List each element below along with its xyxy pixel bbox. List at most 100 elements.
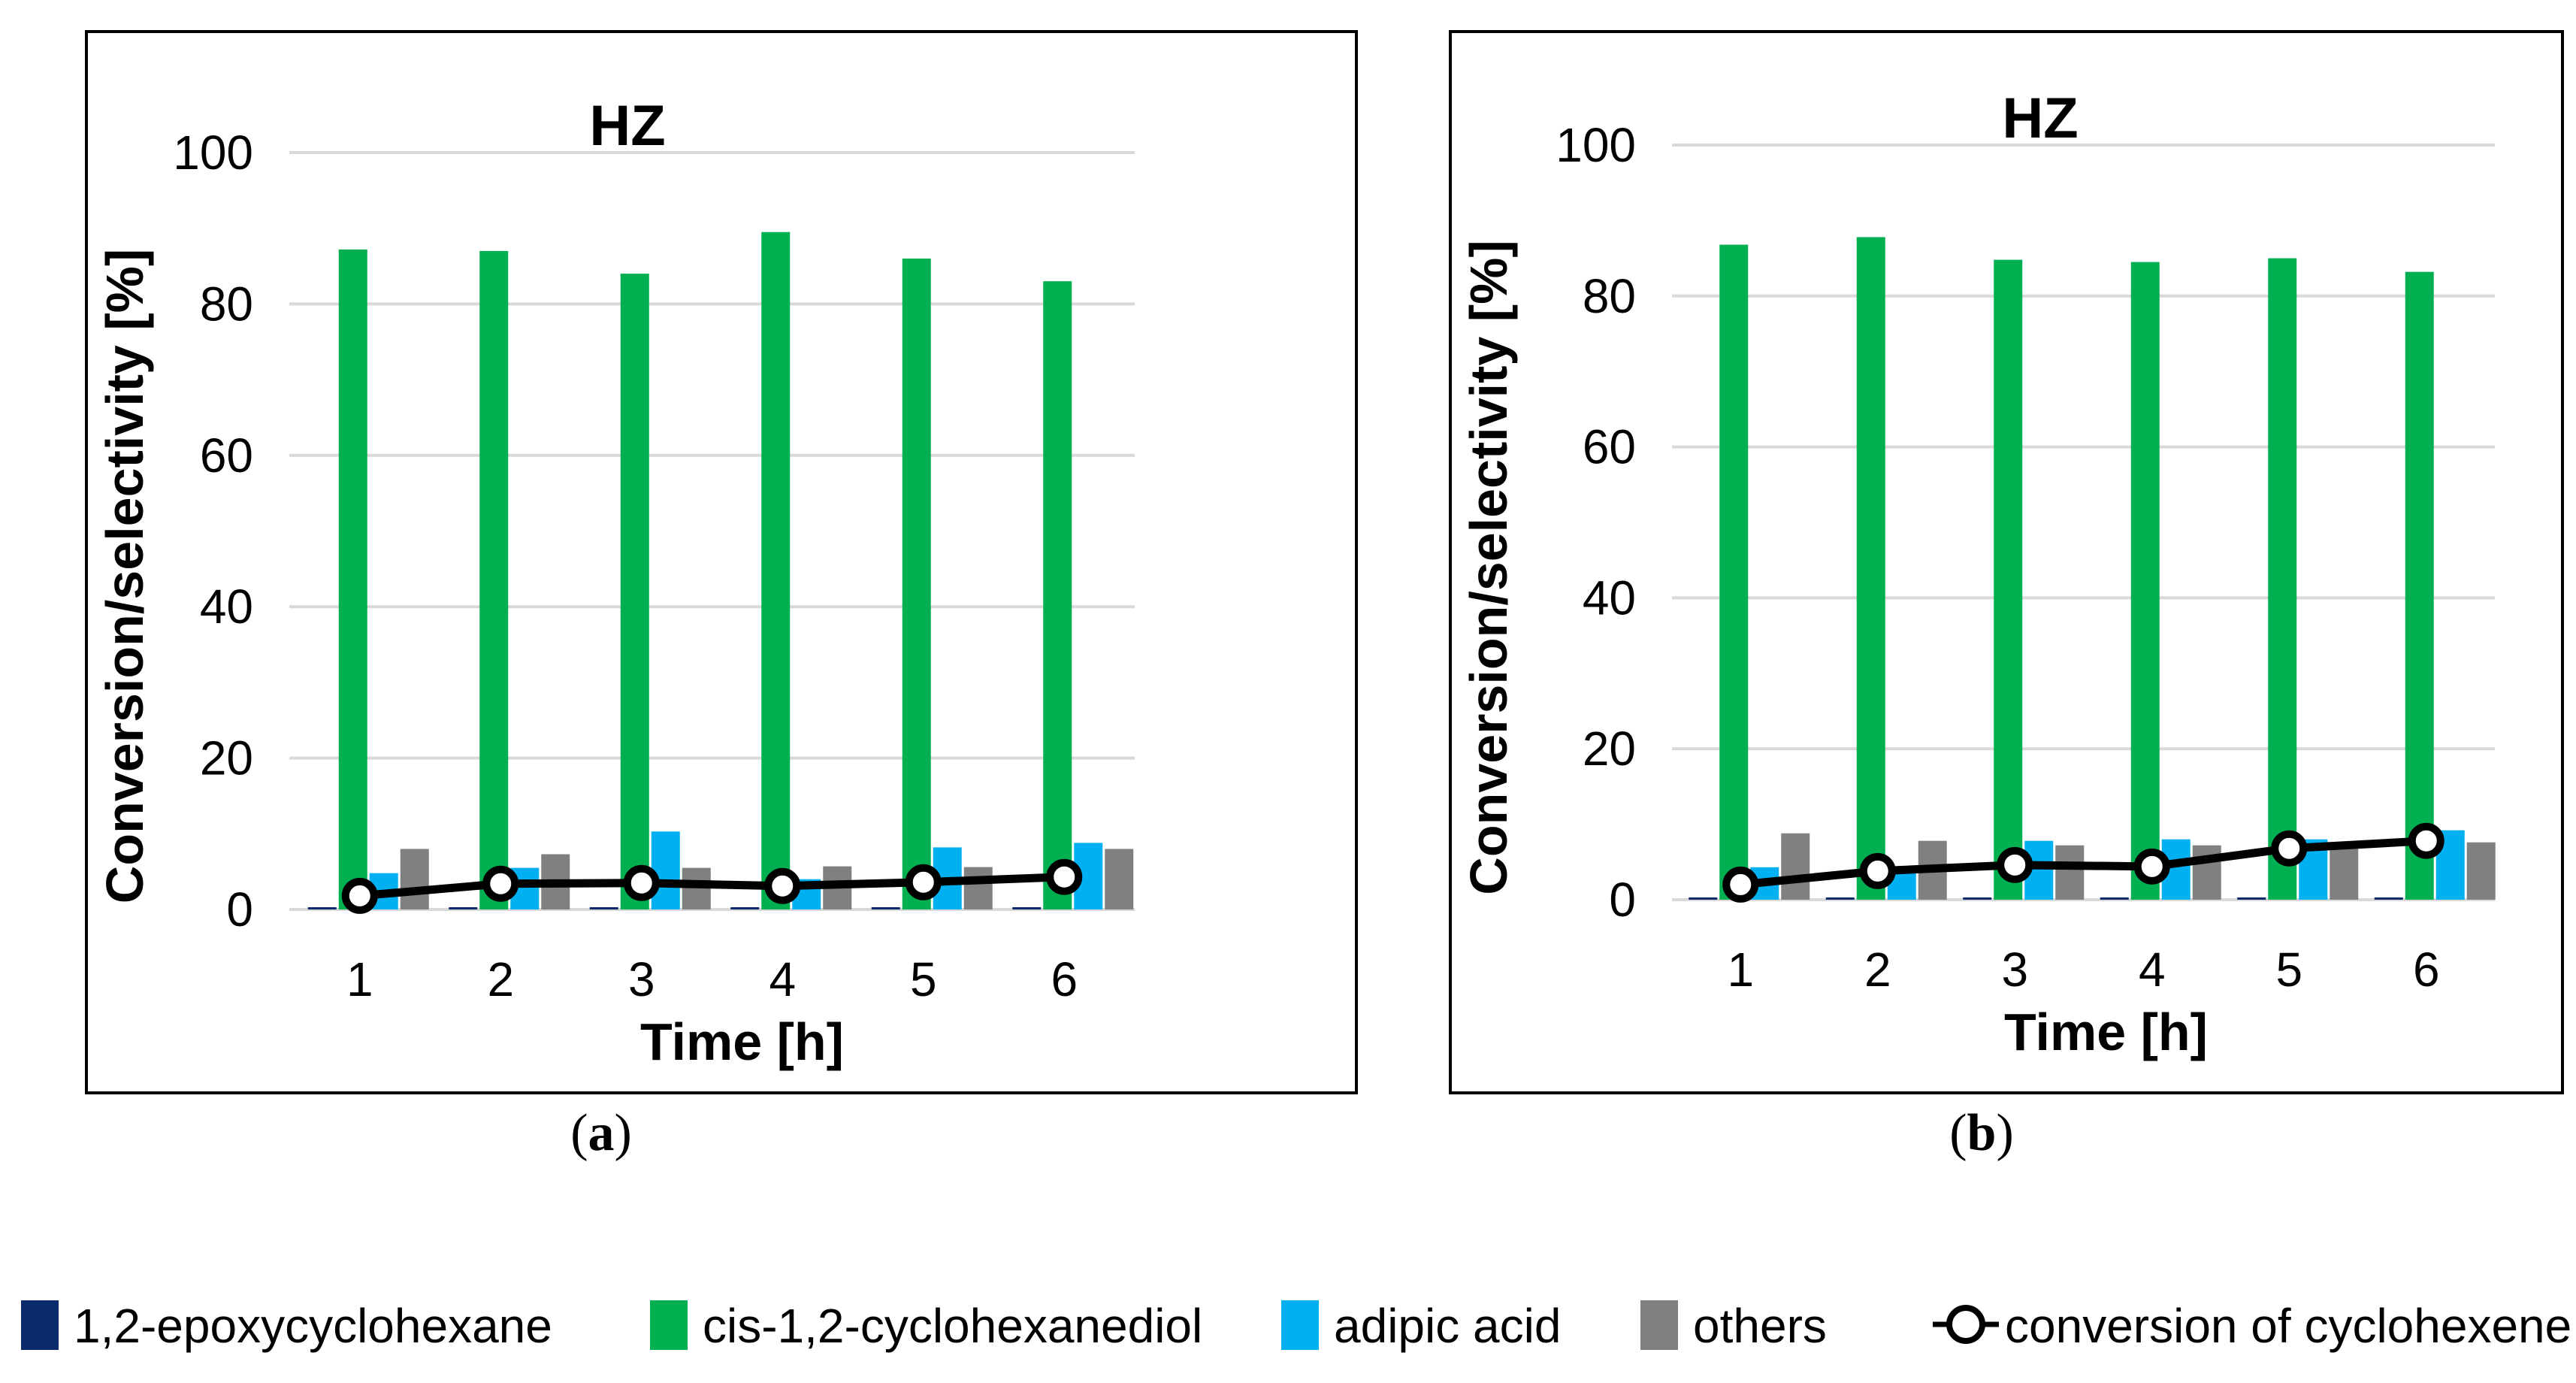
bar-others — [400, 849, 429, 909]
legend-swatch — [1281, 1300, 1319, 1350]
y-tick-label: 20 — [1583, 722, 1636, 776]
point-conversion — [1722, 866, 1759, 903]
legend-label: adipic acid — [1334, 1299, 1561, 1353]
bar-cis-1-2-cyclohexanediol — [761, 232, 791, 909]
chart-title: HZ — [2002, 86, 2078, 150]
bar-1-2-epoxycyclohexane — [449, 906, 478, 909]
chart-frame — [85, 30, 1358, 1094]
legend-label: cis-1,2-cyclohexanediol — [703, 1299, 1202, 1353]
legend-swatch — [1640, 1300, 1678, 1350]
legend-label: others — [1693, 1299, 1827, 1353]
point-conversion — [1997, 846, 2033, 883]
x-tick-label: 3 — [628, 952, 655, 1006]
point-conversion — [905, 864, 942, 900]
bar-cis-1-2-cyclohexanediol — [1043, 281, 1072, 909]
y-tick-label: 100 — [173, 126, 253, 180]
legend-circle-swatch — [1946, 1305, 1985, 1344]
bar-cis-1-2-cyclohexanediol — [1856, 237, 1885, 900]
point-conversion — [2408, 822, 2444, 859]
legend-label: 1,2-epoxycyclohexane — [74, 1299, 552, 1353]
bar-1-2-epoxycyclohexane — [307, 906, 337, 909]
bar-adipic-acid — [651, 831, 680, 909]
panel-label: (a) — [570, 1104, 632, 1162]
bar-1-2-epoxycyclohexane — [1689, 897, 1718, 900]
bar-1-2-epoxycyclohexane — [1963, 897, 1992, 900]
x-tick-label: 2 — [1864, 943, 1891, 997]
point-conversion — [482, 865, 519, 902]
bar-cis-1-2-cyclohexanediol — [902, 258, 931, 910]
bar-cis-1-2-cyclohexanediol — [620, 274, 649, 909]
bar-1-2-epoxycyclohexane — [589, 906, 618, 909]
bar-cis-1-2-cyclohexanediol — [1719, 244, 1749, 900]
x-tick-label: 2 — [487, 952, 514, 1006]
bar-others — [1105, 849, 1134, 909]
series-line-conversion — [359, 873, 1065, 900]
y-tick-label: 0 — [1609, 873, 1636, 927]
panel-label-close: ) — [615, 1104, 632, 1162]
series-line-conversion — [1740, 837, 2427, 889]
legend-swatch — [650, 1300, 688, 1350]
bar-cis-1-2-cyclohexanediol — [338, 249, 367, 909]
y-tick-label: 40 — [200, 580, 253, 634]
point-conversion — [1859, 852, 1896, 889]
bar-cis-1-2-cyclohexanediol — [479, 250, 509, 909]
bar-others — [682, 867, 711, 909]
bar-cis-1-2-cyclohexanediol — [2405, 271, 2434, 900]
bar-others — [963, 867, 993, 909]
point-conversion — [764, 867, 801, 904]
y-tick-label: 20 — [200, 731, 253, 785]
legend-swatch — [21, 1300, 59, 1350]
x-axis-label: Time [h] — [640, 1012, 844, 1071]
x-tick-label: 1 — [1727, 943, 1754, 997]
point-conversion — [341, 877, 378, 914]
bar-others — [2192, 845, 2221, 900]
bar-1-2-epoxycyclohexane — [2237, 897, 2266, 900]
y-tick-label: 100 — [1556, 118, 1636, 172]
x-tick-label: 6 — [2413, 943, 2440, 997]
bar-1-2-epoxycyclohexane — [871, 906, 900, 909]
point-conversion — [623, 864, 660, 901]
panel-label-open: ( — [570, 1104, 588, 1162]
x-tick-label: 6 — [1051, 952, 1078, 1006]
panel-label-close: ) — [1996, 1104, 2013, 1162]
bar-1-2-epoxycyclohexane — [1825, 897, 1855, 900]
x-tick-label: 4 — [769, 952, 796, 1006]
y-tick-label: 60 — [1583, 420, 1636, 474]
y-tick-label: 0 — [226, 882, 253, 937]
chart-panel-a: 0 20 40 60 80 100 1 2 3 4 5 6 HZ Time [h] Conversion/s… — [85, 30, 1358, 1162]
legend: 1,2-epoxycyclohexane cis-1,2-cyclohexaned… — [21, 1299, 2571, 1353]
point-conversion — [1046, 858, 1083, 895]
x-tick-label: 5 — [910, 952, 937, 1006]
panel-label-letter: b — [1967, 1104, 1997, 1162]
bar-cis-1-2-cyclohexanediol — [2268, 258, 2297, 900]
x-tick-label: 3 — [2001, 943, 2028, 997]
panel-label-open: ( — [1949, 1104, 1967, 1162]
y-axis-label: Conversion/selectivity [%] — [95, 249, 154, 903]
bar-others — [2330, 845, 2359, 900]
chart-panel-b: 0 20 40 60 80 100 1 2 3 4 5 6 HZ Time [h] Conversion/s… — [1449, 30, 2564, 1162]
bar-others — [2055, 845, 2085, 900]
bar-1-2-epoxycyclohexane — [2100, 897, 2129, 900]
bar-others — [1781, 833, 1810, 900]
chart-frame — [1449, 30, 2564, 1094]
bar-cis-1-2-cyclohexanediol — [2130, 262, 2160, 900]
y-tick-label: 80 — [1583, 269, 1636, 323]
bar-1-2-epoxycyclohexane — [730, 906, 760, 909]
point-conversion — [2133, 848, 2170, 885]
y-tick-label: 60 — [200, 428, 253, 483]
legend-label: conversion of cyclohexene — [2005, 1299, 2571, 1353]
y-tick-label: 40 — [1583, 570, 1636, 625]
bar-1-2-epoxycyclohexane — [2374, 897, 2403, 900]
x-tick-label: 1 — [346, 952, 373, 1006]
y-tick-label: 80 — [200, 277, 253, 331]
x-tick-label: 5 — [2275, 943, 2302, 997]
panel-label: (b) — [1949, 1104, 2014, 1162]
chart-title: HZ — [589, 94, 665, 158]
bar-cis-1-2-cyclohexanediol — [1994, 259, 2023, 900]
point-conversion — [2271, 830, 2308, 867]
x-axis-label: Time [h] — [2004, 1003, 2208, 1061]
bar-others — [2466, 842, 2496, 900]
x-tick-label: 4 — [2139, 943, 2166, 997]
bar-1-2-epoxycyclohexane — [1012, 906, 1042, 909]
